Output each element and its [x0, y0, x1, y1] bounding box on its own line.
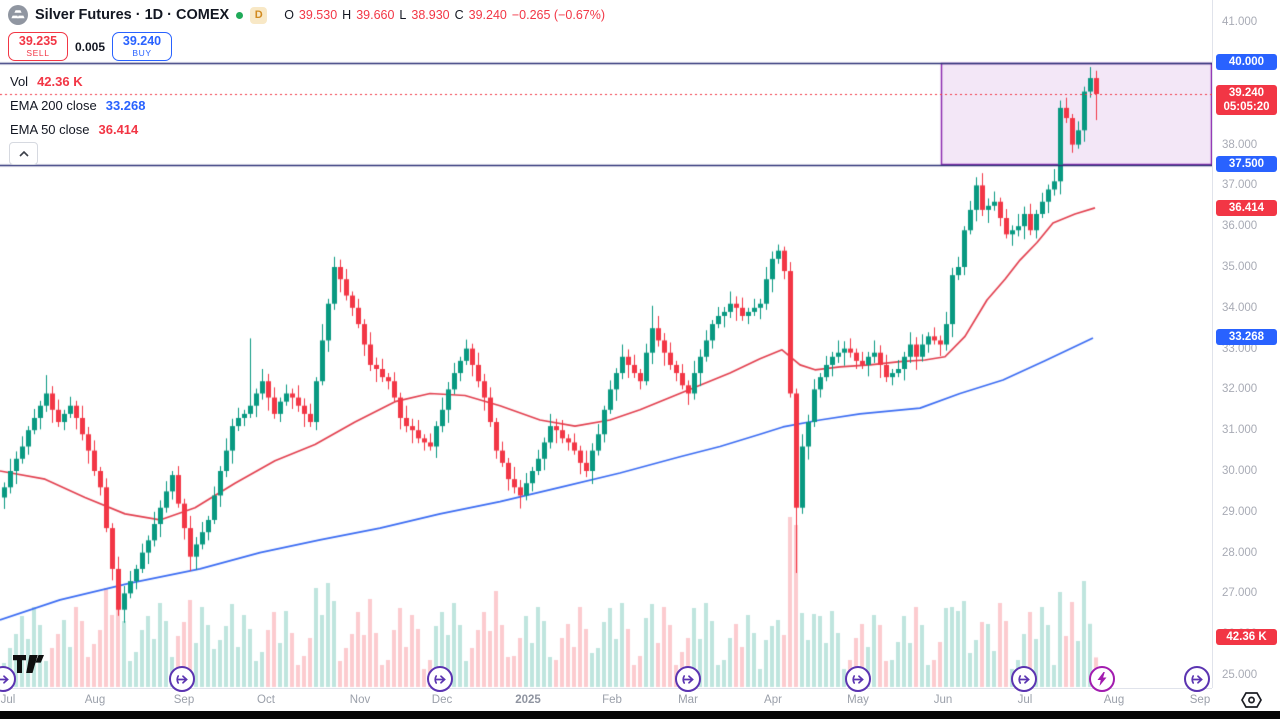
time-tick: Dec: [431, 694, 453, 706]
open-key: O: [284, 8, 294, 22]
sell-label: SELL: [26, 47, 50, 58]
price-tick: 27.000: [1222, 587, 1258, 600]
window-bottom-bar: [0, 711, 1280, 719]
hexagon-dot-icon: [1241, 692, 1262, 708]
low-key: L: [399, 8, 407, 22]
time-tick: May: [847, 694, 869, 706]
price-axis-badge: 39.240 05:05:20: [1216, 85, 1277, 115]
price-chart-canvas[interactable]: [0, 0, 1212, 688]
price-axis[interactable]: 41.000 40.000 38.000 37.000 36.000 35.000 34.0…: [1212, 0, 1280, 688]
price-tick: 28.000: [1222, 546, 1258, 559]
high-value: 39.660: [356, 8, 395, 22]
buy-button[interactable]: 39.240 BUY: [112, 32, 172, 61]
price-tick: 35.000: [1222, 261, 1258, 273]
time-tick: Jun: [933, 694, 953, 706]
price-tick: 37.000: [1222, 179, 1258, 192]
time-tick: Feb: [602, 694, 622, 706]
time-tick: Aug: [84, 694, 106, 706]
ema200-value: 33.268: [105, 97, 146, 113]
sell-price: 39.235: [18, 34, 58, 49]
tradingview-logo[interactable]: [13, 655, 44, 680]
price-axis-badge: 42.36 K: [1216, 629, 1277, 645]
sell-button[interactable]: 39.235 SELL: [8, 32, 68, 61]
price-tick: 33.000: [1222, 342, 1258, 355]
legend-row-volume[interactable]: Vol 42.36 K: [10, 71, 83, 91]
change-value: −0.265 (−0.67%): [511, 8, 605, 22]
trade-panel: 39.235 SELL 0.005 39.240 BUY: [8, 32, 172, 61]
arrow-marker-icon[interactable]: [169, 666, 195, 692]
high-key: H: [342, 8, 352, 22]
time-tick: Mar: [678, 694, 698, 706]
symbol-title[interactable]: Silver Futures · 1D · COMEX: [35, 7, 230, 23]
time-tick: Sep: [173, 694, 195, 706]
price-tick: 38.000: [1222, 138, 1258, 151]
market-open-dot-icon: [236, 11, 244, 19]
timeframe-badge[interactable]: D: [250, 6, 268, 24]
volume-label: Vol: [10, 73, 29, 89]
symbol-logo-icon: [8, 5, 28, 25]
price-tick: 34.000: [1222, 301, 1258, 314]
lightning-marker-icon[interactable]: [1089, 666, 1115, 692]
volume-value: 42.36 K: [37, 73, 83, 89]
price-tick: 32.000: [1222, 383, 1258, 396]
arrow-marker-icon[interactable]: [427, 666, 453, 692]
legend-row-ema200[interactable]: EMA 200 close 33.268: [10, 95, 145, 115]
price-tick: 29.000: [1222, 505, 1258, 518]
buy-price: 39.240: [122, 34, 162, 49]
close-key: C: [454, 8, 464, 22]
price-axis-badge: 40.000: [1216, 54, 1277, 70]
time-tick: Nov: [349, 694, 371, 706]
tradingview-logo-icon: [13, 655, 44, 673]
arrow-marker-icon[interactable]: [845, 666, 871, 692]
ema200-label: EMA 200 close: [10, 97, 97, 113]
arrow-marker-icon[interactable]: [0, 666, 16, 692]
features-hub-button[interactable]: [1240, 690, 1264, 715]
spread-value: 0.005: [74, 39, 106, 54]
arrow-marker-icon[interactable]: [1184, 666, 1210, 692]
ohlc-readout: O 39.530 H 39.660 L 38.930 C 39.240 −0.265 (…: [284, 8, 605, 22]
arrow-marker-icon[interactable]: [675, 666, 701, 692]
price-axis-badge: 33.268: [1216, 328, 1277, 345]
collapse-legend-button[interactable]: [9, 142, 38, 165]
time-axis[interactable]: Jul Aug Sep Oct Nov Dec 2025 Feb Mar Apr May Jun Jul…: [0, 688, 1212, 712]
price-tick: 36.000: [1222, 220, 1258, 233]
price-tick: 25.000: [1222, 669, 1258, 681]
time-tick: Aug: [1103, 694, 1125, 706]
time-tick: Jul: [0, 694, 16, 706]
time-tick: Jul: [1017, 694, 1033, 706]
arrow-marker-icon[interactable]: [1011, 666, 1037, 692]
time-tick: Oct: [257, 694, 275, 706]
buy-label: BUY: [132, 47, 152, 58]
price-tick: 41.000: [1222, 16, 1258, 29]
time-tick: Sep: [1189, 694, 1211, 706]
price-axis-badge: 37.500: [1216, 156, 1277, 172]
low-value: 38.930: [411, 8, 450, 22]
price-tick: 31.000: [1222, 424, 1258, 437]
time-tick: Apr: [764, 694, 782, 706]
ema50-label: EMA 50 close: [10, 121, 90, 137]
legend-row-ema50[interactable]: EMA 50 close 36.414: [10, 119, 138, 139]
chevron-up-icon: [18, 150, 29, 157]
price-axis-badge: 36.414: [1216, 200, 1277, 217]
axis-corner: [1212, 688, 1280, 711]
time-tick: 2025: [515, 694, 541, 706]
price-tick: 30.000: [1222, 465, 1258, 477]
ema50-value: 36.414: [98, 121, 139, 137]
close-value: 39.240: [468, 8, 507, 22]
open-value: 39.530: [298, 8, 338, 22]
